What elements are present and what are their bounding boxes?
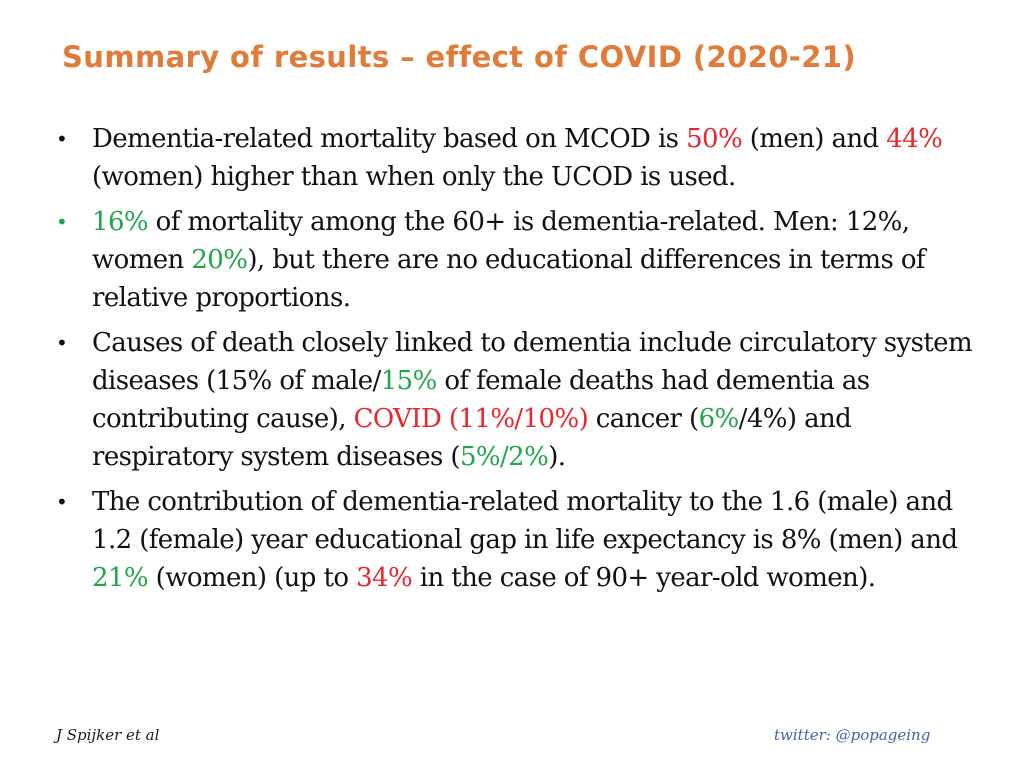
bullet-text: (men) and [742,124,887,154]
highlighted-value: 15% [380,366,438,396]
slide-title: Summary of results – effect of COVID (20… [62,40,857,74]
bullet-text: Dementia-related mortality based on MCOD… [92,124,687,154]
bullet-text: of mortality among the 60+ is dementia-r… [92,207,910,275]
highlighted-value: 44% [886,124,943,154]
bullet-text: The contribution of dementia-related mor… [92,487,958,555]
highlighted-value: 20% [191,245,248,275]
bullet-text: Causes of death closely linked to dement… [92,328,973,396]
bullet-marker-icon: • [56,331,68,355]
bullet-text: in the case of 90+ year-old women). [412,563,876,593]
highlighted-value: 50% [686,124,743,154]
highlighted-value: 6% [698,404,740,434]
bullet-item: • 16% of mortality among the 60+ is demen… [56,203,986,317]
bullet-marker-icon: • [56,127,68,151]
bullet-text: (women) higher than when only the UCOD i… [92,162,736,192]
bullet-text: of female deaths had dementia as contrib… [92,366,870,434]
bullet-text: ). [548,442,566,472]
highlighted-value: 21% [92,563,149,593]
bullet-text: cancer ( [588,404,699,434]
footer-twitter-handle[interactable]: twitter: @popageing [774,726,931,744]
bullet-item: • The contribution of dementia-related mo… [56,483,986,597]
bullet-marker-icon: • [56,210,68,234]
bullet-list: • Dementia-related mortality based on MCO… [56,120,986,604]
footer-author: J Spijker et al [56,726,160,744]
highlighted-value: 16% [92,207,149,237]
bullet-marker-icon: • [56,490,68,514]
highlighted-value: COVID (11%/10%) [353,404,589,434]
bullet-item: • Causes of death closely linked to demen… [56,324,986,476]
bullet-text: ), but there are no educational differen… [92,245,926,313]
bullet-item: • Dementia-related mortality based on MCO… [56,120,986,196]
highlighted-value: 5%/2% [459,442,549,472]
bullet-text: (women) (up to [148,563,357,593]
bullet-text: /4%) and respiratory system diseases ( [92,404,852,472]
highlighted-value: 34% [356,563,413,593]
